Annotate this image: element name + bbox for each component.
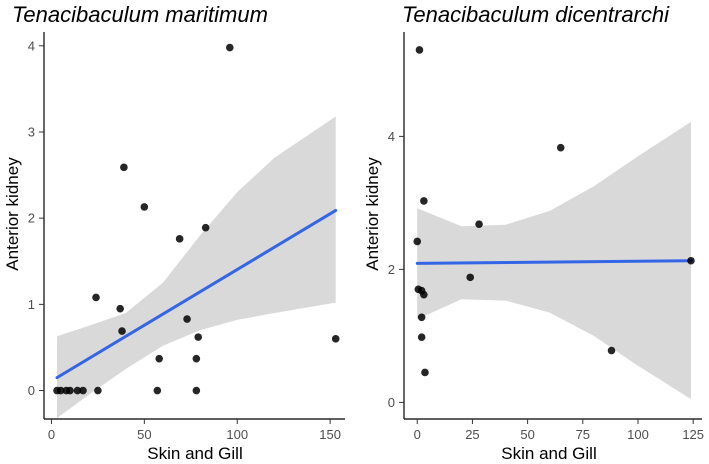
data-point	[331, 335, 340, 343]
data-point	[120, 163, 128, 172]
x-axis-label-dicentrarchi: Skin and Gill	[501, 444, 596, 463]
x-tick-label: 0	[48, 427, 55, 442]
data-point	[118, 327, 126, 335]
data-point	[475, 220, 483, 228]
data-point	[79, 386, 87, 395]
data-point	[556, 143, 565, 152]
axes-dicentrarchi: 0 25 50 75 100 125 0 2 4	[388, 32, 704, 442]
x-tick-label: 100	[226, 427, 248, 442]
data-point	[175, 235, 184, 243]
x-tick-label: 100	[627, 427, 649, 442]
points-dicentrarchi	[413, 46, 695, 377]
data-point	[92, 293, 100, 302]
regression-line-maritimum	[55, 208, 338, 380]
y-tick-label: 2	[388, 262, 395, 277]
data-point	[73, 386, 82, 395]
data-point	[153, 386, 162, 395]
x-tick-label: 150	[319, 427, 341, 442]
confidence-band-area	[417, 121, 691, 400]
x-tick-label: 125	[682, 427, 704, 442]
data-point	[607, 346, 616, 355]
data-point	[417, 333, 426, 342]
data-point	[421, 368, 429, 377]
confidence-band-maritimum	[57, 116, 336, 419]
axes-maritimum: 0 50 100 150 0 1 2 3 4	[28, 32, 345, 442]
x-tick-label: 75	[576, 427, 590, 442]
x-tick-label: 25	[465, 427, 479, 442]
y-tick-label: 1	[28, 297, 35, 312]
data-point	[201, 223, 210, 232]
chart-title-maritimum: Tenacibaculum maritimum	[12, 2, 268, 27]
regression-line-dicentrarchi	[415, 259, 693, 265]
data-point	[140, 203, 149, 211]
data-point	[417, 313, 426, 322]
data-point	[687, 256, 695, 265]
confidence-band-dicentrarchi	[417, 121, 691, 400]
data-point	[116, 304, 124, 313]
data-point	[420, 290, 428, 299]
data-point	[155, 354, 163, 363]
confidence-band-area	[57, 116, 336, 419]
x-tick-label: 50	[137, 427, 151, 442]
y-axis-label-maritimum: Anterior kidney	[3, 157, 22, 271]
y-tick-label: 4	[388, 129, 395, 144]
y-axis-label-dicentrarchi: Anterior kidney	[363, 157, 382, 271]
x-tick-label: 0	[414, 427, 421, 442]
y-tick-label: 0	[388, 395, 395, 410]
chart-title-dicentrarchi: Tenacibaculum dicentrarchi	[402, 2, 670, 27]
data-point	[415, 46, 424, 54]
data-point	[226, 43, 234, 52]
y-tick-label: 0	[28, 383, 35, 398]
regression-line	[415, 259, 693, 265]
chart-panel-maritimum: Tenacibaculum maritimum 0 50 100 150 0 1 2 3 4 S…	[3, 2, 345, 463]
points-maritimum	[53, 43, 340, 395]
data-point	[466, 273, 475, 282]
x-axis-label-maritimum: Skin and Gill	[147, 444, 242, 463]
data-point	[56, 386, 65, 395]
chart-panel-dicentrarchi: Tenacibaculum dicentrarchi 0 25 50 75 100 125…	[363, 2, 704, 463]
data-point	[420, 197, 428, 205]
data-point	[94, 386, 102, 395]
data-point	[183, 315, 191, 323]
data-point	[192, 354, 201, 363]
y-tick-label: 2	[28, 211, 35, 226]
data-point	[66, 386, 74, 395]
x-tick-label: 50	[520, 427, 534, 442]
y-tick-label: 4	[28, 38, 35, 53]
data-point	[194, 333, 203, 341]
y-tick-label: 3	[28, 124, 35, 139]
data-point	[192, 386, 201, 395]
regression-line	[55, 208, 338, 380]
data-point	[413, 237, 422, 246]
